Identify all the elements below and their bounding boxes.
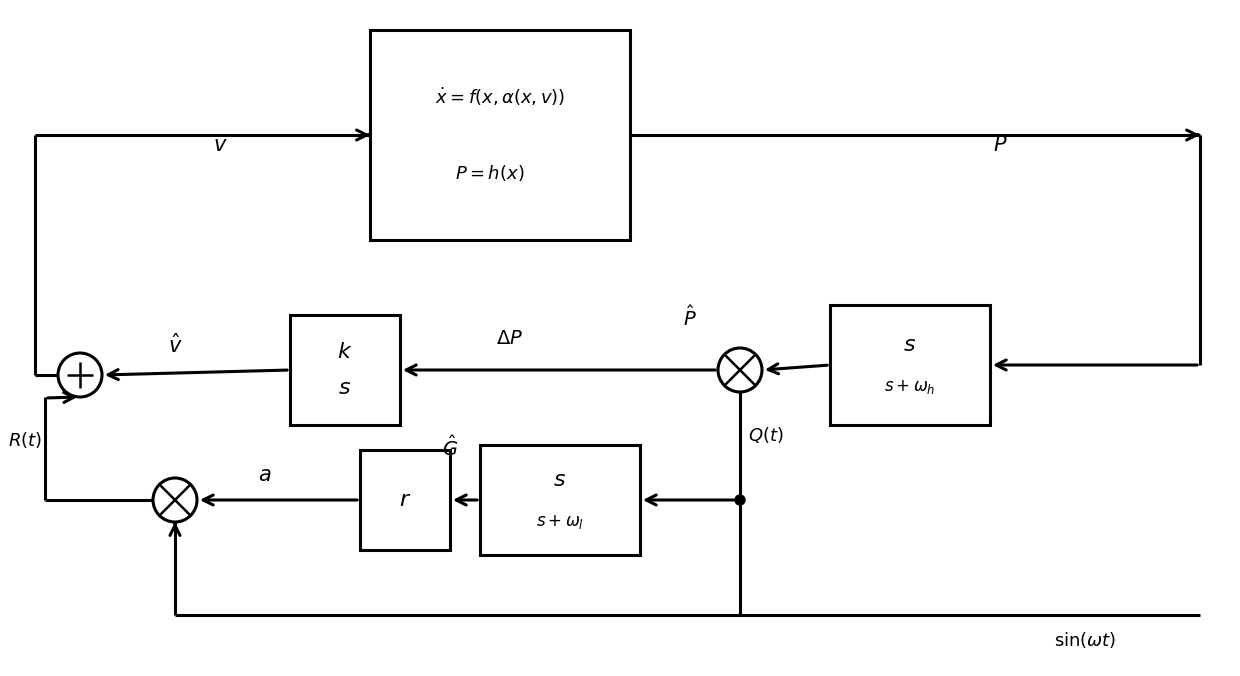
Bar [360,450,450,550]
Text: $\hat{G}$: $\hat{G}$ [441,435,458,460]
Bar [370,30,630,240]
Text: $P$: $P$ [993,135,1007,155]
Text: $v$: $v$ [213,135,227,155]
Text: $\sin(\omega t)$: $\sin(\omega t)$ [1054,630,1116,650]
Text: $s + \omega_l$: $s + \omega_l$ [536,513,584,531]
Text: $\hat{P}$: $\hat{P}$ [683,306,697,331]
Text: $k$: $k$ [337,342,353,362]
Text: $\dot{x} = f(x, \alpha(x,v))$: $\dot{x} = f(x, \alpha(x,v))$ [435,86,565,108]
Text: $Q(t)$: $Q(t)$ [748,425,784,445]
Text: $\Delta P$: $\Delta P$ [496,329,523,347]
Text: $\hat{v}$: $\hat{v}$ [167,333,182,357]
Text: $a$: $a$ [258,465,272,485]
Bar [830,305,990,425]
Text: $s$: $s$ [339,378,352,398]
Text: $s$: $s$ [904,335,916,355]
Circle shape [735,495,745,505]
Text: $s + \omega_h$: $s + \omega_h$ [884,378,936,396]
Text: $R(t)$: $R(t)$ [7,430,42,450]
Text: $P = h(x)$: $P = h(x)$ [455,163,525,183]
Text: $r$: $r$ [399,490,412,510]
Bar [480,445,640,555]
Bar [290,315,401,425]
Text: $s$: $s$ [553,470,567,490]
